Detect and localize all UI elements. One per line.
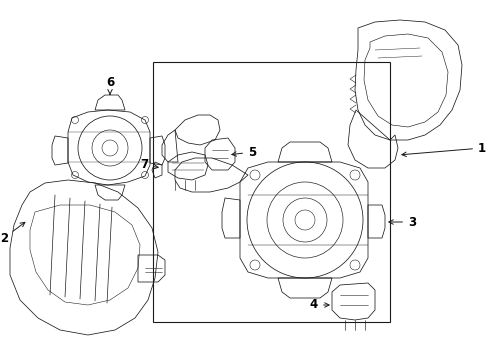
- Text: 7: 7: [140, 158, 158, 171]
- Text: 3: 3: [388, 216, 415, 229]
- Text: 2: 2: [0, 222, 25, 244]
- Text: 5: 5: [231, 145, 256, 158]
- Text: 1: 1: [401, 141, 485, 157]
- Text: 4: 4: [309, 298, 328, 311]
- Text: 6: 6: [106, 76, 114, 94]
